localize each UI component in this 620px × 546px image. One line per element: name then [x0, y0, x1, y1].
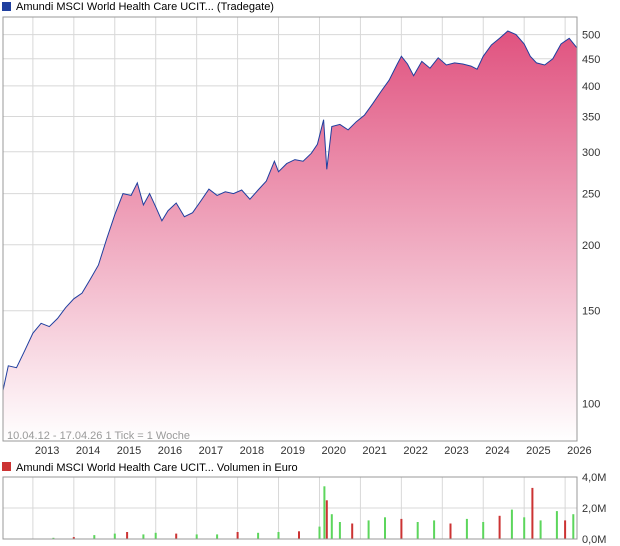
price-x-tick-label: 2024	[485, 445, 509, 457]
price-x-axis: 2013 2014 2015 2016 2017 2018 2019 2020 2021 2022…	[35, 445, 592, 457]
price-x-tick-label: 2013	[35, 445, 59, 457]
volume-bar	[384, 517, 386, 539]
volume-bar	[433, 520, 436, 539]
volume-bar	[257, 532, 260, 539]
volume-bar	[416, 522, 419, 539]
price-y-tick-label: 100	[582, 399, 600, 411]
price-x-tick-label: 2023	[444, 445, 468, 457]
volume-y-tick-label: 0,0M	[582, 534, 606, 546]
price-y-tick-label: 450	[582, 54, 600, 66]
volume-panel: Amundi MSCI World Health Care UCIT... Vo…	[2, 462, 606, 546]
price-y-tick-label: 500	[582, 30, 600, 42]
price-x-tick-label: 2018	[240, 445, 264, 457]
price-y-axis: 100 150 200 250 300 350 400 450 500	[582, 30, 600, 411]
price-x-tick-label: 2015	[117, 445, 141, 457]
volume-plot-frame	[2, 476, 578, 540]
volume-bar	[367, 520, 370, 539]
volume-bar	[93, 535, 96, 539]
volume-legend-swatch	[2, 462, 11, 471]
price-panel: Amundi MSCI World Health Care UCIT... (T…	[2, 1, 600, 457]
volume-bar	[572, 514, 575, 539]
price-legend-swatch	[2, 2, 11, 11]
volume-bar	[564, 520, 567, 539]
volume-bar	[510, 509, 513, 539]
price-area-fill	[3, 31, 577, 441]
price-y-tick-label: 150	[582, 306, 600, 318]
volume-bar	[351, 523, 354, 539]
volume-bar	[154, 532, 157, 539]
price-x-tick-label: 2016	[158, 445, 182, 457]
price-x-tick-label: 2022	[403, 445, 427, 457]
volume-chart-title: Amundi MSCI World Health Care UCIT... Vo…	[16, 462, 298, 474]
volume-bar	[338, 522, 341, 539]
price-x-tick-label: 2017	[199, 445, 223, 457]
price-y-tick-label: 350	[582, 111, 600, 123]
volume-y-tick-label: 2,0M	[582, 503, 606, 515]
volume-bar	[216, 534, 219, 539]
volume-grid	[3, 476, 577, 540]
volume-bar	[465, 518, 468, 539]
volume-y-tick-label: 4,0M	[582, 472, 606, 484]
price-chart-title: Amundi MSCI World Health Care UCIT... (T…	[16, 1, 274, 13]
volume-bar	[523, 517, 526, 539]
volume-bar	[555, 511, 558, 539]
volume-y-axis: 0,0M 2,0M 4,0M	[582, 472, 606, 546]
volume-bar	[52, 537, 55, 539]
volume-bar	[126, 532, 129, 539]
price-x-tick-label: 2020	[321, 445, 345, 457]
volume-bar	[330, 514, 333, 539]
volume-bar	[113, 533, 116, 539]
price-y-tick-label: 200	[582, 240, 600, 252]
price-y-tick-label: 300	[582, 147, 600, 159]
volume-bar	[277, 532, 280, 539]
volume-bar	[318, 526, 321, 539]
price-plot-frame	[2, 16, 578, 442]
price-x-tick-label: 2014	[76, 445, 100, 457]
price-y-tick-label: 250	[582, 189, 600, 201]
volume-bar	[539, 520, 542, 539]
volume-bar	[323, 486, 326, 539]
volume-bars	[52, 486, 575, 540]
volume-bar	[325, 500, 328, 540]
volume-bar	[142, 534, 145, 539]
volume-bar	[236, 532, 239, 539]
price-x-tick-label: 2026	[567, 445, 591, 457]
date-range-info: 10.04.12 - 17.04.26 1 Tick = 1 Woche	[7, 430, 190, 442]
price-x-tick-label: 2025	[526, 445, 550, 457]
volume-bar	[195, 534, 198, 539]
volume-bar	[400, 518, 403, 539]
volume-bar	[531, 487, 534, 539]
price-x-tick-label: 2019	[281, 445, 305, 457]
price-y-tick-label: 400	[582, 81, 600, 93]
volume-bar	[175, 533, 178, 539]
price-x-tick-label: 2021	[362, 445, 386, 457]
volume-bar	[498, 515, 501, 540]
volume-bar	[449, 523, 452, 539]
price-line	[2, 30, 578, 391]
volume-bar	[298, 531, 300, 540]
volume-bar	[482, 522, 485, 539]
volume-bar	[72, 537, 75, 539]
